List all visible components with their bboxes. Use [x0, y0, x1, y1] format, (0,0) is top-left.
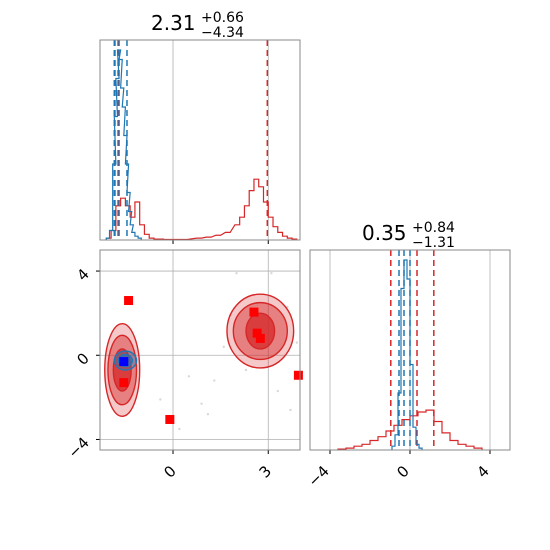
joint-sample-point-10 — [187, 375, 191, 378]
joint-sample-point-11 — [159, 398, 162, 401]
title-1-lower: −4.34 — [201, 25, 244, 41]
joint-blue-marker-0 — [119, 357, 129, 367]
m2-hist-series-0 — [337, 409, 483, 450]
joint-red-marker-4 — [255, 333, 265, 343]
joint-sample-point-12 — [289, 408, 292, 412]
joint-sample-point-7 — [295, 341, 299, 344]
m2-xtick-label-1: 0 — [393, 462, 412, 481]
joint-frame — [99, 249, 301, 451]
joint-sample-point-2 — [213, 379, 216, 382]
joint-red-marker-0 — [124, 296, 134, 306]
joint-sample-point-4 — [235, 271, 238, 275]
marginal-panel-2: −4 0 4 — [304, 249, 511, 490]
m2-hist-series-1 — [391, 259, 423, 450]
title-1-upper: +0.66 — [201, 10, 244, 26]
marginal-panel-1 — [99, 39, 301, 244]
m1-frame — [99, 39, 301, 241]
joint-xtick-label-1: 3 — [256, 462, 275, 481]
joint-sample-point-8 — [276, 389, 279, 393]
joint-red-marker-1 — [165, 414, 175, 424]
joint-sample-point-0 — [178, 427, 181, 431]
joint-red-marker-2 — [249, 307, 259, 317]
joint-sample-point-1 — [200, 402, 203, 405]
title-2-upper: +0.84 — [412, 220, 455, 236]
m1-hist-series-1 — [105, 49, 142, 240]
title-panel-2: 0.35 +0.84 −1.31 — [362, 220, 455, 251]
m2-frame — [309, 249, 511, 451]
joint-ytick-label-0: −4 — [64, 434, 92, 462]
joint-red-marker-5 — [293, 370, 303, 380]
joint-sample-point-14 — [222, 345, 226, 349]
joint-red-marker-3 — [252, 328, 262, 338]
joint-xtick-label-0: 0 — [160, 462, 179, 481]
title-2-lower: −1.31 — [412, 235, 455, 251]
joint-sample-point-5 — [270, 271, 273, 275]
joint-ytick-label-1: 0 — [73, 349, 92, 368]
title-2-value: 0.35 — [362, 221, 407, 245]
m2-xtick-label-0: −4 — [304, 462, 332, 490]
m2-xtick-label-2: 4 — [473, 462, 492, 481]
joint-ytick-label-2: 4 — [73, 265, 92, 284]
joint-red-marker-6 — [119, 378, 129, 388]
m1-hist-series-0 — [105, 178, 298, 241]
title-1-value: 2.31 — [151, 11, 196, 35]
joint-panel: 0 3 −4 0 4 — [64, 249, 303, 482]
joint-sample-point-9 — [206, 413, 210, 416]
joint-sample-point-13 — [244, 368, 248, 372]
title-panel-1: 2.31 +0.66 −4.34 — [151, 10, 244, 41]
